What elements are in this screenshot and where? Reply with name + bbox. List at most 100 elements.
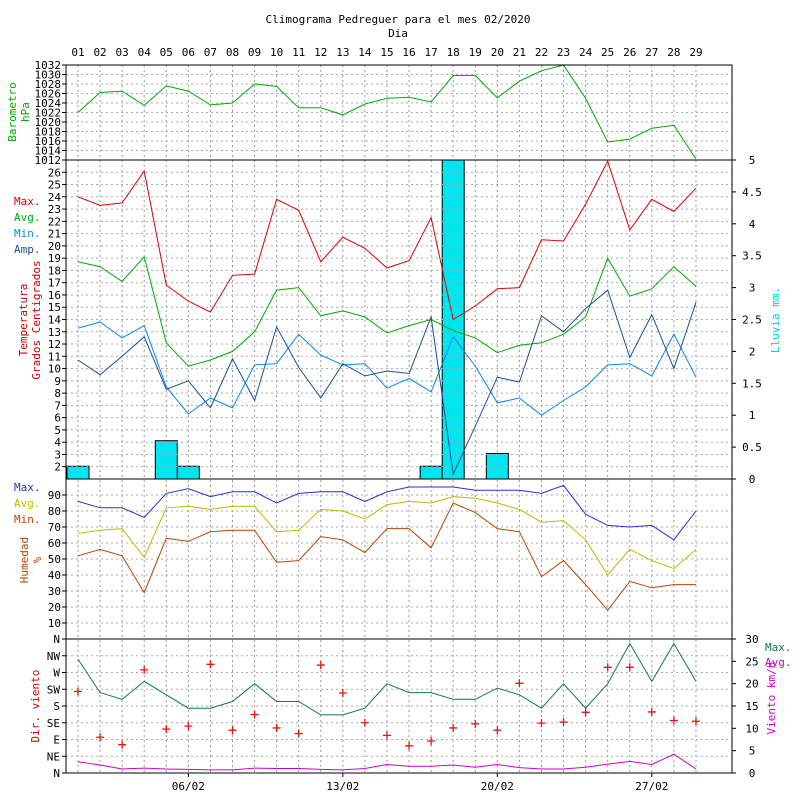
chart-title: Climograma Pedreguer para el mes 02/2020 [266, 13, 531, 26]
date-tick-label: 20/02 [481, 780, 514, 793]
humidity-legend-3: Min. [14, 513, 41, 526]
temp-tick-label-25: 25 [48, 179, 61, 192]
day-label-21: 21 [513, 46, 526, 59]
wind-dir-label: SE [47, 717, 60, 730]
wind-speed-tick-label-25: 25 [745, 655, 758, 668]
wind-direction-marker-13 [338, 688, 347, 697]
temp-line-max [77, 159, 697, 321]
temp-tick-label-24: 24 [48, 191, 62, 204]
day-label-11: 11 [292, 46, 305, 59]
wind-dir-label: S [53, 700, 60, 713]
wind-direction-marker-12 [316, 661, 325, 670]
wind-dir-label: N [53, 767, 60, 780]
day-label-20: 20 [491, 46, 504, 59]
pressure-tick-label-1016: 1016 [35, 135, 62, 148]
wind-speed-tick-label-20: 20 [745, 678, 758, 691]
pressure-tick-label-1014: 1014 [35, 145, 62, 158]
wind-dir-ylabel: Dir. viento [29, 670, 42, 743]
wind-speed-ylabel: Viento km/h [765, 662, 778, 735]
temp-tick-label-11: 11 [48, 350, 61, 363]
rain-bar-05 [154, 440, 178, 480]
wind-direction-marker-20 [493, 726, 502, 735]
wind-direction-marker-15 [382, 731, 391, 740]
rain-tick-label: 2.5 [742, 314, 762, 327]
pressure-tick-label-1024: 1024 [35, 97, 62, 110]
humidity-line-avg [77, 496, 697, 576]
wind-direction-marker-27 [647, 707, 656, 716]
temp-tick-label-16: 16 [48, 289, 61, 302]
day-label-12: 12 [314, 46, 327, 59]
day-label-06: 06 [182, 46, 195, 59]
temp-tick-label-9: 9 [54, 375, 61, 388]
pressure-tick-label-1020: 1020 [35, 116, 62, 129]
day-label-27: 27 [645, 46, 658, 59]
rain-ylabel: Lluvia mm. [769, 287, 782, 353]
day-label-14: 14 [358, 46, 372, 59]
day-label-02: 02 [93, 46, 106, 59]
day-label-15: 15 [380, 46, 393, 59]
rain-tick-label: 4 [749, 218, 756, 231]
temp-line-amp [77, 289, 697, 476]
temp-legend-1: Max. [14, 195, 41, 208]
day-label-08: 08 [226, 46, 239, 59]
pressure-tick-label-1018: 1018 [35, 126, 62, 139]
wind-direction-marker-28 [669, 716, 678, 725]
humidity-line-min [77, 502, 696, 611]
rain-tick-label: 1 [749, 409, 756, 422]
pressure-line [77, 64, 697, 160]
wind-direction-marker-16 [405, 741, 414, 750]
temp-tick-label-17: 17 [48, 277, 61, 290]
day-label-07: 07 [204, 46, 217, 59]
pressure-tick-label-1032: 1032 [35, 59, 62, 72]
wind-direction-marker-03 [118, 740, 127, 749]
day-label-09: 09 [248, 46, 261, 59]
rain-tick-label: 3 [749, 282, 756, 295]
temp-tick-label-19: 19 [48, 252, 61, 265]
pressure-ylabel-2: hPa [19, 102, 32, 122]
day-label-19: 19 [469, 46, 482, 59]
temp-legend-4: Amp. [14, 243, 41, 256]
wind-dir-label: SW [47, 683, 61, 696]
humidity-ylabel-2: % [31, 556, 44, 563]
wind-speed-tick-label-5: 5 [749, 745, 756, 758]
humidity-tick-label-90: 90 [48, 489, 61, 502]
rain-tick-label: 2 [749, 345, 756, 358]
date-tick-label: 13/02 [326, 780, 359, 793]
pressure-tick-label-1030: 1030 [35, 69, 62, 82]
day-label-29: 29 [689, 46, 702, 59]
wind-line-max [77, 642, 697, 716]
wind-dir-label: NW [47, 650, 61, 663]
rain-tick-label: 0.5 [742, 441, 762, 454]
temp-tick-label-3: 3 [54, 448, 61, 461]
day-label-10: 10 [270, 46, 283, 59]
day-label-18: 18 [447, 46, 460, 59]
plot-panels: 01 02 03 04 05 06 07 08 09 10 11 12 13 14 15 16 17 18 19 20… [6, 46, 792, 793]
temp-tick-label-13: 13 [48, 326, 61, 339]
wind-speed-tick-label-10: 10 [745, 722, 758, 735]
wind-direction-marker-07 [206, 660, 215, 669]
temp-tick-label-22: 22 [48, 215, 61, 228]
temp-tick-label-6: 6 [54, 412, 61, 425]
temp-ylabel-1: Temperatura [17, 284, 30, 357]
temp-tick-label-23: 23 [48, 203, 61, 216]
wind-direction-marker-23 [559, 718, 568, 727]
pressure-tick-label-1028: 1028 [35, 78, 62, 91]
day-label-17: 17 [424, 46, 437, 59]
wind-direction-marker-21 [515, 679, 524, 688]
humidity-legend-1: Max. [14, 481, 41, 494]
wind-dir-label: W [53, 667, 60, 680]
wind-direction-marker-24 [581, 708, 590, 717]
humidity-legend-2: Avg. [14, 497, 41, 510]
day-label-13: 13 [336, 46, 349, 59]
temp-tick-label-12: 12 [48, 338, 61, 351]
pressure-tick-label-1012: 1012 [35, 154, 62, 167]
date-tick-label: 27/02 [635, 780, 668, 793]
day-label-25: 25 [601, 46, 614, 59]
wind-direction-marker-17 [427, 736, 436, 745]
temp-legend-2: Avg. [14, 211, 41, 224]
wind-dir-label: NE [47, 750, 60, 763]
day-label-26: 26 [623, 46, 636, 59]
day-label-01: 01 [71, 46, 84, 59]
